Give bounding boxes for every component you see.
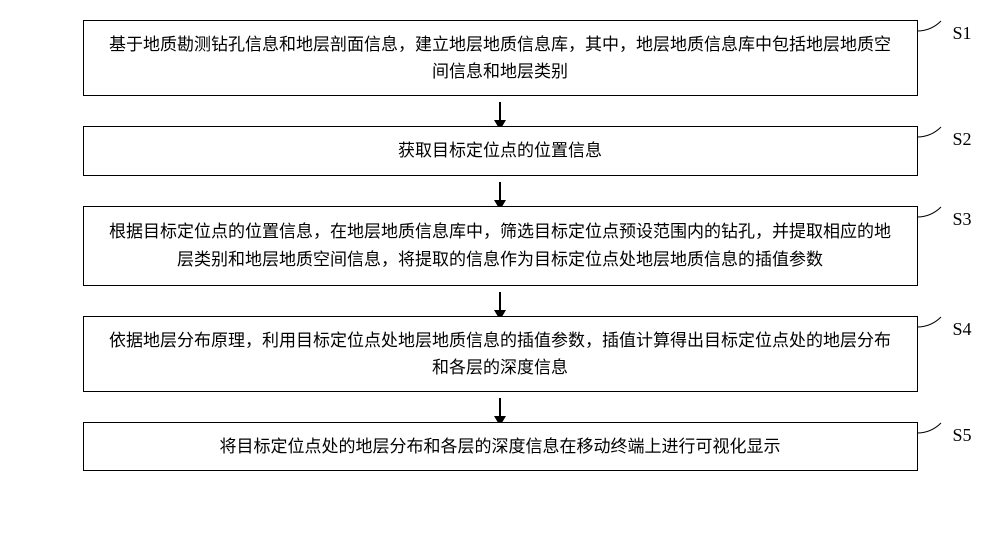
arrow-line [499,182,501,200]
step-text: 依据地层分布原理，利用目标定位点处地层地质信息的插值参数，插值计算得出目标定位点… [104,327,897,381]
step-label: S3 [952,205,971,234]
step-label: S4 [952,315,971,344]
arrow-line [499,398,501,416]
step-box-s2: 获取目标定位点的位置信息 S2 [83,126,918,175]
arrow-connector [60,392,940,422]
arrow-line [499,102,501,120]
step-box-s1: 基于地质勘测钻孔信息和地层剖面信息，建立地层地质信息库，其中，地层地质信息库中包… [83,20,918,96]
step-text: 基于地质勘测钻孔信息和地层剖面信息，建立地层地质信息库，其中，地层地质信息库中包… [104,31,897,85]
step-text: 将目标定位点处的地层分布和各层的深度信息在移动终端上进行可视化显示 [220,433,781,460]
label-connector-curve [917,315,945,339]
step-text: 根据目标定位点的位置信息，在地层地质信息库中，筛选目标定位点预设范围内的钻孔，并… [104,218,897,272]
flowchart-container: 基于地质勘测钻孔信息和地层剖面信息，建立地层地质信息库，其中，地层地质信息库中包… [60,20,940,471]
step-label: S1 [952,19,971,48]
label-connector-curve [917,125,945,149]
label-connector-curve [917,19,945,43]
arrow-line [499,292,501,310]
step-label: S2 [952,125,971,154]
label-connector-curve [917,421,945,445]
arrow-connector [60,176,940,206]
step-box-s4: 依据地层分布原理，利用目标定位点处地层地质信息的插值参数，插值计算得出目标定位点… [83,316,918,392]
step-box-s3: 根据目标定位点的位置信息，在地层地质信息库中，筛选目标定位点预设范围内的钻孔，并… [83,206,918,286]
step-box-s5: 将目标定位点处的地层分布和各层的深度信息在移动终端上进行可视化显示 S5 [83,422,918,471]
step-text: 获取目标定位点的位置信息 [398,137,602,164]
arrow-connector [60,286,940,316]
label-connector-curve [917,205,945,229]
step-label: S5 [952,421,971,450]
arrow-connector [60,96,940,126]
